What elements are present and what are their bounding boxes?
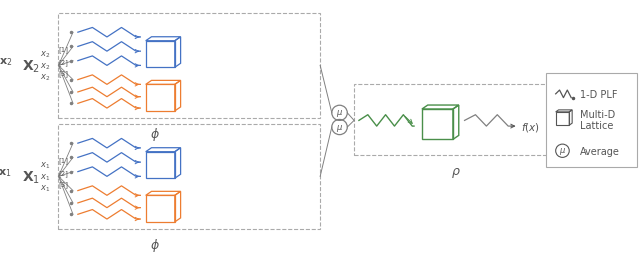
Text: $x_1$: $x_1$	[40, 160, 51, 170]
Text: $\mu$: $\mu$	[336, 122, 343, 133]
Text: 1-D PLF: 1-D PLF	[580, 89, 618, 100]
Text: $x_1$: $x_1$	[40, 183, 51, 193]
Text: $x_2$: $x_2$	[40, 61, 51, 71]
Text: [2]: [2]	[58, 169, 68, 176]
Text: $\phi$: $\phi$	[150, 236, 161, 253]
Text: $\mathbf{X}_1$: $\mathbf{X}_1$	[22, 168, 40, 185]
Text: [3]: [3]	[58, 181, 68, 188]
Text: [3]: [3]	[58, 70, 68, 77]
Text: $\phi$: $\phi$	[150, 126, 161, 142]
Text: $\rho$: $\rho$	[451, 165, 461, 179]
Text: $\mathbf{x}_2$: $\mathbf{x}_2$	[0, 56, 12, 67]
Text: $x_1$: $x_1$	[40, 171, 51, 182]
Text: [2]: [2]	[58, 59, 68, 66]
Text: [1]: [1]	[58, 156, 68, 163]
Text: Average: Average	[580, 146, 620, 156]
Text: Multi-D
Lattice: Multi-D Lattice	[580, 109, 615, 131]
Text: $\mathbf{X}_2$: $\mathbf{X}_2$	[22, 58, 40, 74]
Text: $x_2$: $x_2$	[40, 72, 51, 83]
Text: $\mathbf{x}_1$: $\mathbf{x}_1$	[0, 166, 12, 178]
Text: $\mu$: $\mu$	[336, 108, 343, 119]
Text: $\mu$: $\mu$	[559, 146, 566, 157]
FancyBboxPatch shape	[546, 74, 637, 167]
Text: $f(x)$: $f(x)$	[522, 120, 540, 133]
Text: [1]: [1]	[58, 46, 68, 53]
Text: $x_2$: $x_2$	[40, 50, 51, 60]
